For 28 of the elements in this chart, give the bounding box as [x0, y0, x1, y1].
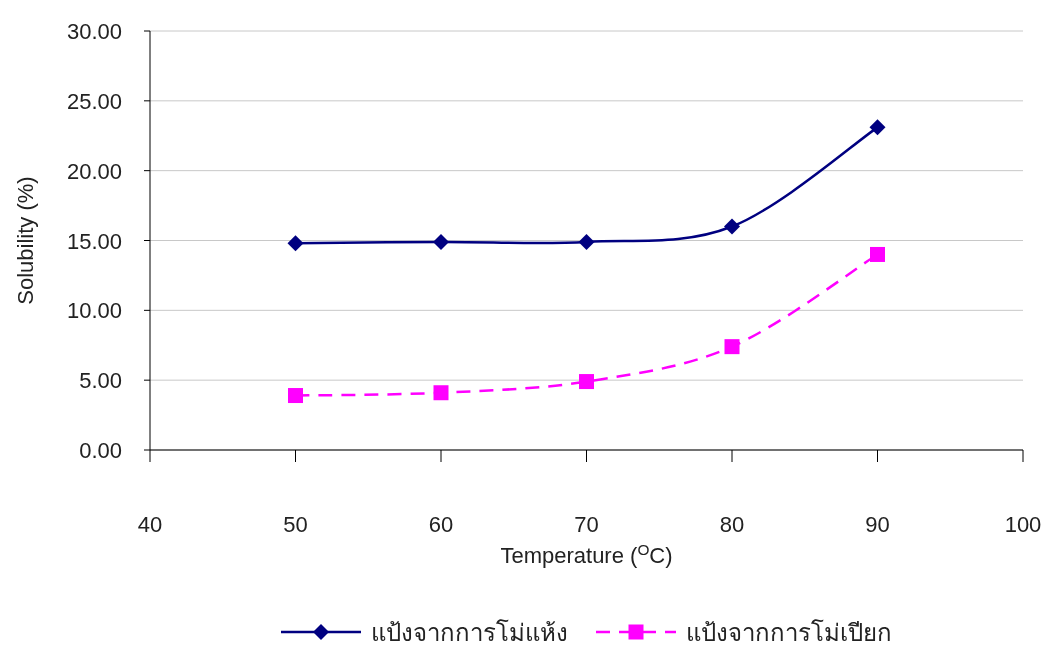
- x-tick-label: 70: [574, 512, 599, 537]
- x-tick-label: 60: [428, 512, 454, 537]
- y-tick-label: 25.00: [66, 88, 122, 114]
- legend-label: แป้งจากการโม่เปียก: [686, 619, 892, 646]
- x-tick-label: 50: [283, 512, 308, 537]
- y-tick-label: 15.00: [66, 228, 122, 254]
- y-tick-label: 30.00: [66, 19, 122, 44]
- legend-label: แป้งจากการโม่แห้ง: [371, 619, 568, 646]
- y-tick-label: 5.00: [79, 368, 122, 394]
- point: [287, 235, 304, 252]
- point: [288, 388, 303, 404]
- point: [433, 385, 449, 401]
- y-tick-label: 0.00: [79, 438, 122, 463]
- point: [579, 374, 594, 390]
- x-tick-label: 100: [1004, 512, 1042, 537]
- y-tick-label: 20.00: [66, 158, 122, 184]
- point: [724, 339, 740, 355]
- point: [724, 218, 740, 235]
- y-axis-title: Solubility (%): [13, 176, 38, 305]
- x-tick-label: 40: [137, 512, 163, 537]
- point: [433, 233, 449, 250]
- point: [869, 119, 886, 136]
- y-tick-label: 10.00: [66, 298, 122, 324]
- x-axis-title: Temperature ($^{O}$C): [500, 540, 673, 568]
- point: [870, 246, 885, 262]
- x-tick-label: 80: [719, 512, 745, 537]
- point: [578, 233, 595, 250]
- x-tick-label: 90: [865, 512, 890, 537]
